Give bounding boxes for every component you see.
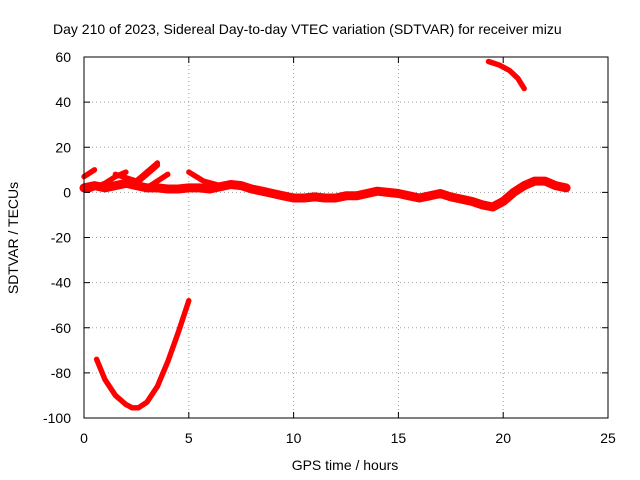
series-low-arc (93, 298, 192, 411)
x-tick-label: 0 (80, 430, 88, 446)
series-early-segment-f (186, 169, 223, 189)
x-tick-label: 10 (286, 430, 302, 446)
chart-title: Day 210 of 2023, Sidereal Day-to-day VTE… (53, 21, 562, 37)
plot-frame (83, 56, 609, 419)
series-early-segment-e (144, 171, 171, 191)
series-early-segment-d (133, 162, 161, 186)
y-tick-label: -80 (51, 365, 71, 381)
axis-ticks (83, 56, 609, 419)
x-axis-label: GPS time / hours (292, 457, 399, 473)
y-tick-label: -20 (51, 230, 71, 246)
y-tick-label: -40 (51, 275, 71, 291)
series-layer (79, 58, 571, 411)
y-tick-label: 20 (55, 139, 71, 155)
series-high-segment (485, 58, 527, 92)
x-tick-label: 25 (600, 430, 616, 446)
x-tick-label: 5 (185, 430, 193, 446)
y-axis-label: SDTVAR / TECUs (5, 182, 21, 294)
y-tick-label: 60 (55, 49, 71, 65)
series-early-segment-a (81, 167, 98, 180)
y-tick-label: -100 (43, 410, 71, 426)
x-tick-label: 20 (495, 430, 511, 446)
x-tick-label: 15 (391, 430, 407, 446)
y-tick-label: 0 (63, 184, 71, 200)
series-main-band (79, 176, 571, 212)
y-axis-tick-labels: -100 -80 -60 -40 -20 0 20 40 60 (43, 49, 71, 426)
x-axis-tick-labels: 0 5 10 15 20 25 (80, 430, 616, 446)
y-tick-label: -60 (51, 320, 71, 336)
y-tick-label: 40 (55, 94, 71, 110)
chart-grid (84, 57, 608, 418)
